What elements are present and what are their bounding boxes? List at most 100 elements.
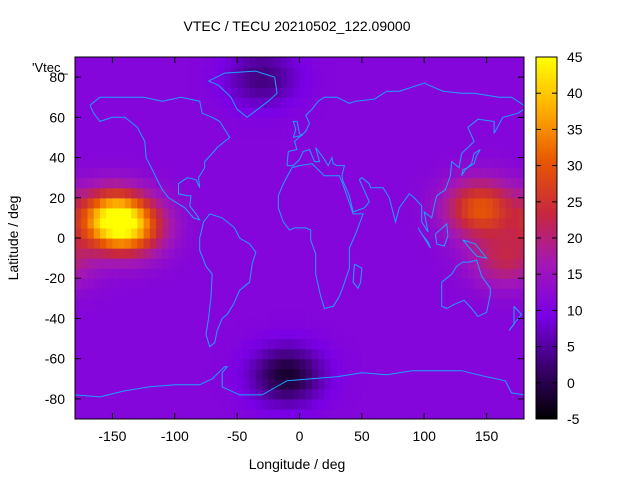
heatmap-cell <box>293 167 301 179</box>
heatmap-cell <box>212 378 220 390</box>
heatmap-cell <box>162 398 170 410</box>
heatmap-cell <box>274 358 282 370</box>
heatmap-cell <box>162 278 170 289</box>
heatmap-cell <box>380 408 388 419</box>
heatmap-cell <box>106 238 114 249</box>
heatmap-cell <box>474 147 481 159</box>
heatmap-cell <box>274 398 282 410</box>
heatmap-cell <box>205 288 213 299</box>
heatmap-cell <box>174 318 182 330</box>
heatmap-cell <box>330 77 338 88</box>
heatmap-cell <box>262 408 269 419</box>
heatmap-cell <box>268 268 276 279</box>
heatmap-cell <box>81 157 89 169</box>
heatmap-cell <box>467 408 475 419</box>
heatmap-cell <box>336 167 344 179</box>
heatmap-cell <box>199 137 207 149</box>
heatmap-cell <box>480 137 488 149</box>
heatmap-cell <box>287 258 294 269</box>
heatmap-cell <box>343 358 350 370</box>
heatmap-cell <box>93 268 101 279</box>
heatmap-cell <box>93 207 101 219</box>
heatmap-cell <box>336 87 344 98</box>
heatmap-cell <box>262 67 269 78</box>
heatmap-cell <box>511 157 519 169</box>
heatmap-cell <box>449 368 457 380</box>
heatmap-cell <box>380 378 388 390</box>
heatmap-cell <box>87 217 95 229</box>
heatmap-cell <box>492 97 500 108</box>
heatmap-cell <box>205 197 213 209</box>
heatmap-cell <box>99 358 107 370</box>
heatmap-cell <box>143 197 151 209</box>
heatmap-cell <box>131 77 138 88</box>
heatmap-cell <box>417 107 425 118</box>
heatmap-cell <box>417 348 425 360</box>
heatmap-cell <box>193 167 201 179</box>
heatmap-cell <box>324 187 332 199</box>
heatmap-cell <box>330 348 338 360</box>
heatmap-cell <box>343 258 350 269</box>
heatmap-cell <box>399 87 407 98</box>
heatmap-cell <box>230 107 238 118</box>
heatmap-cell <box>81 187 89 199</box>
heatmap-cell <box>499 268 506 279</box>
heatmap-cell <box>424 298 432 309</box>
heatmap-cell <box>212 217 220 229</box>
heatmap-cell <box>106 298 114 309</box>
heatmap-cell <box>467 167 475 179</box>
heatmap-cell <box>243 408 251 419</box>
heatmap-cell <box>243 378 251 390</box>
heatmap-cell <box>343 197 350 209</box>
heatmap-cell <box>386 298 394 309</box>
heatmap-cell <box>118 288 126 299</box>
heatmap-cell <box>374 197 382 209</box>
heatmap-cell <box>218 288 226 299</box>
heatmap-cell <box>330 258 338 269</box>
heatmap-cell <box>442 338 450 350</box>
heatmap-cell <box>474 227 481 239</box>
heatmap-cell <box>293 378 301 390</box>
heatmap-cell <box>137 167 145 179</box>
heatmap-cell <box>181 398 188 410</box>
heatmap-cell <box>380 77 388 88</box>
heatmap-cell <box>137 147 145 159</box>
heatmap-cell <box>492 127 500 139</box>
heatmap-cell <box>218 87 226 98</box>
heatmap-cell <box>199 147 207 159</box>
heatmap-cell <box>262 318 269 330</box>
heatmap-cell <box>455 238 463 249</box>
heatmap-cell <box>449 278 457 289</box>
heatmap-cell <box>361 157 369 169</box>
heatmap-cell <box>492 227 500 239</box>
heatmap-cell <box>455 368 463 380</box>
heatmap-cell <box>199 308 207 320</box>
heatmap-cell <box>343 117 350 128</box>
heatmap-cell <box>280 87 288 98</box>
heatmap-cell <box>368 67 375 78</box>
heatmap-cell <box>511 298 519 309</box>
heatmap-cell <box>411 67 419 78</box>
heatmap-cell <box>361 177 369 189</box>
heatmap-cell <box>181 107 188 118</box>
heatmap-cell <box>380 117 388 128</box>
heatmap-cell <box>187 388 195 400</box>
heatmap-cell <box>93 248 101 259</box>
heatmap-cell <box>156 227 163 239</box>
heatmap-cell <box>336 77 344 88</box>
heatmap-cell <box>293 318 301 330</box>
heatmap-cell <box>87 368 95 380</box>
heatmap-cell <box>181 117 188 128</box>
heatmap-cell <box>436 217 444 229</box>
heatmap-cell <box>511 328 519 340</box>
heatmap-cell <box>505 147 513 159</box>
heatmap-cell <box>368 227 375 239</box>
heatmap-cell <box>274 388 282 400</box>
heatmap-cell <box>449 67 457 78</box>
heatmap-cell <box>199 268 207 279</box>
heatmap-cell <box>461 368 469 380</box>
heatmap-cell <box>287 248 294 259</box>
heatmap-cell <box>75 227 82 239</box>
heatmap-cell <box>81 207 89 219</box>
heatmap-cell <box>430 107 438 118</box>
